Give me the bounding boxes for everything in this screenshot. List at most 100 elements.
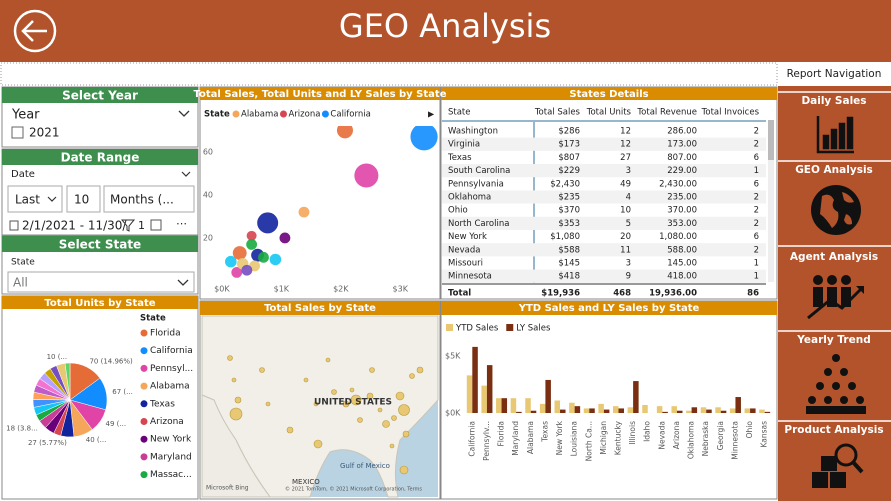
more-options[interactable]: ⋯ bbox=[176, 217, 187, 230]
bubble bbox=[258, 251, 269, 263]
nav-label[interactable]: GEO Analysis bbox=[795, 164, 873, 176]
y-tick-label: 60 bbox=[203, 147, 213, 156]
column-header: Total Revenue bbox=[636, 108, 697, 118]
plot-area bbox=[225, 126, 438, 278]
table-cell: 27 bbox=[620, 153, 631, 163]
scrollbar[interactable] bbox=[768, 120, 774, 160]
table-cell: Minnesota bbox=[448, 272, 492, 282]
state-slicer[interactable]: Select State State All bbox=[1, 235, 199, 295]
bar bbox=[613, 406, 619, 413]
table-cell: Oklahoma bbox=[448, 193, 491, 203]
bar bbox=[735, 397, 741, 413]
column-header: Total Units bbox=[586, 108, 632, 118]
page-title: GEO Analysis bbox=[339, 7, 551, 45]
date-count[interactable]: 10 bbox=[74, 193, 89, 207]
bubble bbox=[269, 253, 282, 266]
table-cell: 145.00 bbox=[667, 259, 697, 269]
bar bbox=[627, 407, 634, 413]
bar bbox=[759, 409, 765, 413]
x-tick-label: New York bbox=[555, 420, 564, 455]
bar bbox=[466, 375, 473, 413]
table-cell: Virginia bbox=[448, 140, 480, 150]
table-cell: 2 bbox=[754, 245, 759, 255]
date-range: 2/1/2021 - 11/30/ bbox=[22, 219, 127, 233]
legend-swatch bbox=[506, 324, 514, 331]
header-bar bbox=[0, 0, 891, 62]
bar bbox=[516, 411, 522, 413]
nav-label[interactable]: Product Analysis bbox=[784, 424, 883, 436]
table-cell: 6 bbox=[754, 179, 759, 189]
nav-label[interactable]: Yearly Trend bbox=[796, 334, 870, 346]
x-tick-label: Maryland bbox=[511, 421, 520, 456]
x-tick-label: $1K bbox=[274, 285, 290, 294]
table-cell: North Carolina bbox=[448, 219, 509, 229]
map-label: Gulf of Mexico bbox=[340, 462, 390, 470]
table-cell: 1 bbox=[754, 166, 759, 176]
legend-label: Massac... bbox=[150, 470, 192, 480]
x-tick-label: Florida bbox=[497, 421, 506, 447]
bubble bbox=[232, 246, 247, 260]
x-tick-label: $0K bbox=[214, 285, 230, 294]
table-cell: 3 bbox=[626, 166, 631, 176]
date-slicer[interactable]: Date Range Date Last 10 Months (... 2/1/… bbox=[1, 148, 199, 236]
bar bbox=[539, 403, 546, 413]
bar bbox=[598, 403, 604, 413]
legend-swatch bbox=[321, 110, 329, 118]
legend-swatch bbox=[140, 329, 148, 337]
table-title: States Details bbox=[569, 89, 648, 100]
nav-item[interactable]: GEO Analysis bbox=[795, 164, 873, 235]
nav-item[interactable]: Yearly Trend bbox=[796, 334, 871, 414]
year-slicer[interactable]: Select Year Year 2021 bbox=[1, 86, 199, 148]
table-cell: 2,430.00 bbox=[659, 179, 697, 189]
table-cell: 1 bbox=[754, 272, 759, 282]
checkbox[interactable] bbox=[11, 126, 24, 139]
row-band bbox=[442, 190, 766, 204]
legend-label: California bbox=[150, 346, 193, 356]
legend-swatch bbox=[140, 418, 148, 425]
slicer-option[interactable]: 2021 bbox=[29, 126, 60, 140]
nav-label[interactable]: Agent Analysis bbox=[790, 251, 878, 263]
date-unit[interactable]: Months (... bbox=[110, 193, 174, 207]
table-total: 86 bbox=[747, 289, 759, 299]
legend-swatch bbox=[140, 453, 148, 461]
legend-swatch bbox=[140, 471, 148, 479]
table-cell: New York bbox=[448, 232, 487, 242]
table-cell: 370.00 bbox=[667, 206, 697, 216]
table-cell: South Carolina bbox=[448, 166, 510, 176]
x-tick-label: Kansas bbox=[760, 421, 769, 448]
bar bbox=[715, 407, 721, 413]
back-button[interactable] bbox=[13, 9, 57, 53]
table-cell: Texas bbox=[447, 153, 472, 163]
legend-swatch bbox=[232, 110, 240, 118]
nav-title: Report Navigation bbox=[787, 68, 882, 80]
table-cell: 588.00 bbox=[667, 245, 697, 255]
nav-item[interactable]: Product Analysis bbox=[784, 424, 884, 488]
table-cell: Washington bbox=[448, 127, 498, 137]
legend-title: State bbox=[140, 314, 166, 324]
bubble bbox=[246, 238, 258, 250]
legend-label: Florida bbox=[150, 329, 181, 339]
table-cell: $1,080 bbox=[550, 232, 580, 242]
bar bbox=[496, 398, 502, 413]
date-mode[interactable]: Last bbox=[15, 193, 40, 207]
row-band bbox=[442, 269, 766, 283]
bar bbox=[525, 398, 531, 413]
nav-label[interactable]: Daily Sales bbox=[801, 95, 866, 107]
x-tick-label: Nebraska bbox=[701, 421, 710, 456]
bubble bbox=[241, 264, 253, 276]
slicer-title: Date Range bbox=[61, 151, 140, 165]
nav-item[interactable]: Daily Sales bbox=[801, 95, 867, 154]
row-band bbox=[442, 216, 766, 230]
table-cell: 4 bbox=[626, 193, 631, 203]
table-cell: 11 bbox=[620, 245, 631, 255]
bar bbox=[472, 346, 478, 413]
bar bbox=[554, 400, 561, 413]
legend-scroll[interactable]: ▶ bbox=[428, 110, 435, 119]
bar bbox=[686, 410, 692, 413]
bar bbox=[671, 406, 677, 413]
x-tick-label: Kentucky bbox=[614, 420, 623, 455]
slicer-value[interactable]: All bbox=[13, 276, 28, 290]
legend-label: Alabama bbox=[150, 382, 190, 392]
nav-item[interactable]: Agent Analysis bbox=[790, 251, 878, 320]
data-label: 49 (... bbox=[106, 420, 127, 428]
